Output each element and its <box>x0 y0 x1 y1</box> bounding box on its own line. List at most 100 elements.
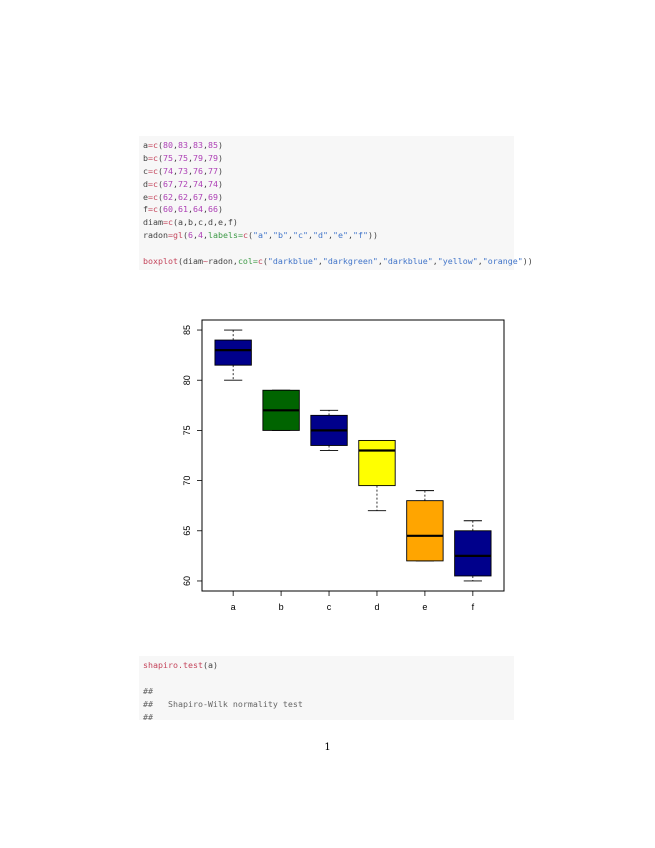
code-line: e=c(62,62,67,69) <box>143 191 514 204</box>
code-line: f=c(60,61,64,66) <box>143 203 514 216</box>
code-token: , <box>477 256 483 267</box>
code-token: "darkblue" <box>267 256 318 267</box>
code-token: , <box>173 140 178 150</box>
code-token: , <box>203 204 208 215</box>
code-token: 62 <box>163 191 173 202</box>
code-token: , <box>317 256 323 267</box>
code-token: 60 <box>163 204 173 215</box>
code-token: 61 <box>178 204 188 215</box>
code-token: , <box>173 165 178 176</box>
code-token: ~ <box>202 256 208 267</box>
code-token: (a,b,c,d,e,f) <box>172 217 238 228</box>
code-token: 83 <box>178 140 188 150</box>
code-token: , <box>188 178 193 189</box>
y-tick-label: 65 <box>182 526 192 536</box>
y-tick-label: 70 <box>182 476 192 486</box>
code-token: , <box>188 165 193 176</box>
code-token: 74 <box>163 165 173 176</box>
code-token: 77 <box>208 165 218 176</box>
x-tick-label: d <box>374 602 379 612</box>
code-token: , <box>173 152 178 163</box>
code-token: ) <box>218 204 223 215</box>
x-tick-label: f <box>472 602 475 612</box>
code-token: (a) <box>202 660 218 670</box>
code-token: (diam <box>177 256 203 267</box>
code-token: 85 <box>208 140 218 150</box>
code-token: "c" <box>292 230 308 241</box>
code-token: , <box>188 140 193 150</box>
code-token: radon <box>143 230 168 241</box>
code-token: , <box>203 191 208 202</box>
x-tick-label: a <box>231 602 236 612</box>
code-token: 73 <box>178 165 188 176</box>
code-token: = <box>148 140 153 150</box>
code-token: 74 <box>208 178 218 189</box>
code-token: = <box>148 191 153 202</box>
code-token: 76 <box>193 165 203 176</box>
code-token: ( <box>158 191 163 202</box>
code-token: = <box>162 217 168 228</box>
code-token: ( <box>158 140 163 150</box>
box-a <box>214 339 252 366</box>
code-token: c <box>167 217 173 228</box>
code-token: a <box>143 140 148 150</box>
code-token: ( <box>158 204 163 215</box>
code-token: , <box>173 178 178 189</box>
code-token: 72 <box>178 178 188 189</box>
y-tick-label: 60 <box>182 576 192 586</box>
code-line: c=c(74,73,76,77) <box>143 165 514 178</box>
box-e <box>406 500 444 562</box>
code-token: = <box>148 204 153 215</box>
y-tick-label: 85 <box>182 325 192 335</box>
code-token: ) <box>218 165 223 176</box>
code-token: , <box>203 140 208 150</box>
code-line: shapiro.test(a) <box>143 659 514 672</box>
code-token: c <box>143 165 148 176</box>
code-token: , <box>203 178 208 189</box>
code-token: , <box>432 256 438 267</box>
code-token: boxplot <box>143 256 178 267</box>
code-line: d=c(67,72,74,74) <box>143 178 514 191</box>
plot-frame <box>201 319 505 592</box>
code-token: "orange" <box>482 256 523 267</box>
code-line: a=c(80,83,83,85) <box>143 139 514 152</box>
code-token: = <box>148 178 153 189</box>
code-token: 66 <box>208 204 218 215</box>
code-token: = <box>148 165 153 176</box>
code-token: 67 <box>193 191 203 202</box>
box-f <box>454 530 492 577</box>
code-token: , <box>203 152 208 163</box>
code-token: , <box>188 191 193 202</box>
code-block-boxplot: a=c(80,83,83,85) b=c(75,75,79,79) c=c(74,7… <box>139 136 533 270</box>
code-token: radon, <box>207 256 238 267</box>
code-token: ( <box>158 165 163 176</box>
code-token: ( <box>158 152 163 163</box>
code-token: c <box>153 191 158 202</box>
code-token: c <box>257 256 263 267</box>
code-token: shapiro.test <box>143 660 203 670</box>
code-block-shapiro: shapiro.test(a) ## ## Shapiro-Wilk normali… <box>139 656 514 722</box>
code-token: d <box>143 178 148 189</box>
code-token: "darkgreen" <box>322 256 378 267</box>
code-token: labels= <box>207 230 243 241</box>
code-token: "yellow" <box>437 256 478 267</box>
code-token: ( <box>247 230 253 241</box>
box-d <box>358 439 396 487</box>
code-token: )) <box>522 256 533 267</box>
page-number: 1 <box>324 742 331 753</box>
code-token: , <box>307 230 313 241</box>
code-token: f <box>143 204 148 215</box>
code-token: ( <box>262 256 268 267</box>
code-token: 62 <box>178 191 188 202</box>
code-token: c <box>153 204 158 215</box>
code-token: 80 <box>163 140 173 150</box>
code-token: 64 <box>193 204 203 215</box>
code-token: ) <box>218 191 223 202</box>
code-token: , <box>377 256 383 267</box>
code-token: = <box>167 230 173 241</box>
code-token: ( <box>158 178 163 189</box>
code-token: , <box>347 230 353 241</box>
code-token: "e" <box>332 230 348 241</box>
code-line: diam=c(a,b,c,d,e,f) <box>143 216 514 229</box>
code-token: ) <box>218 140 223 150</box>
